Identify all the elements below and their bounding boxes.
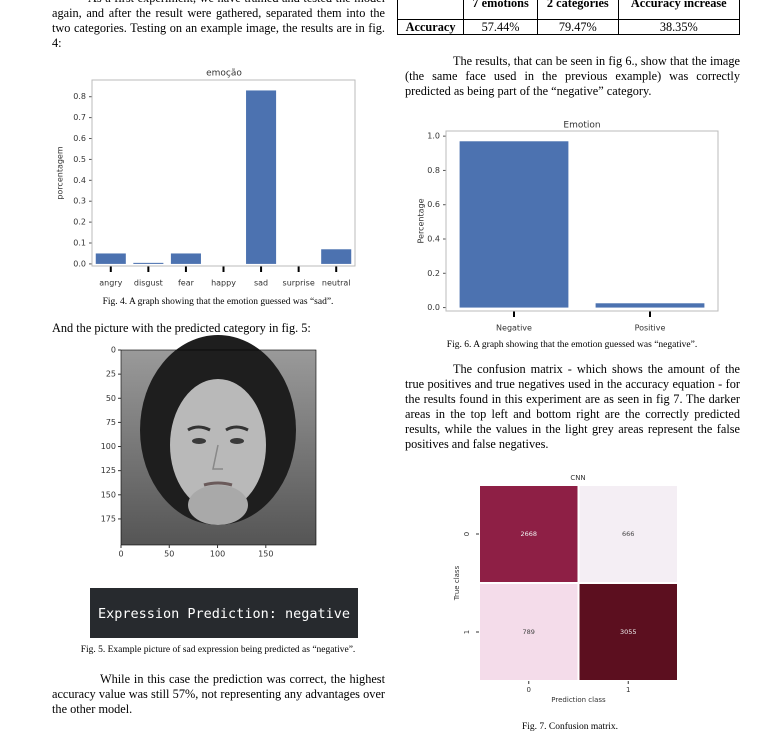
bar [133,262,164,264]
plot-frame [91,79,356,267]
x-tick-label: 0 [118,550,123,559]
x-tick-label: sad [254,279,268,288]
y-tick-label: 0 [111,346,116,355]
x-tick-label: 50 [164,550,174,559]
cell: 38.35% [617,19,741,35]
heatmap-cell [577,582,679,682]
x-axis-label: Prediction class [551,696,606,704]
y-tick-label: 0.1 [73,239,86,248]
y-tick-label: 0.4 [427,235,440,244]
y-tick-label: 1.0 [427,132,440,141]
x-tick-label: 150 [258,550,273,559]
bar [595,303,705,308]
y-tick-label: 100 [101,442,116,451]
paragraph: As a first experiment, we have trained a… [52,0,385,50]
y-tick-label: 25 [106,370,116,379]
y-axis-label: porcentagem [56,146,65,200]
row-label: Accuracy [396,19,465,35]
cell-label: 2668 [520,530,537,538]
x-tick-label: 0 [527,686,531,694]
paragraph: While in this case the prediction was co… [52,672,385,716]
bar [459,141,569,308]
x-tick-label: disgust [134,279,163,288]
heatmap-cell [577,484,679,584]
y-tick-label: 175 [101,514,116,523]
y-tick-label: 0.3 [73,197,86,206]
x-tick-label: fear [178,279,195,288]
paragraph: The confusion matrix - which shows the a… [405,362,740,451]
chart-title: CNN [570,474,585,482]
x-tick-label: 1 [626,686,630,694]
results-table: 7 emotions 2 categories Accuracy increase … [396,0,741,35]
y-tick-label: 1 [463,630,471,634]
face-image [120,335,317,546]
y-tick-label: 0.0 [427,303,440,312]
cell-label: 666 [622,530,634,538]
paragraph: And the picture with the predicted categ… [52,321,311,335]
y-tick-label: 0.2 [427,269,440,278]
y-tick-label: 75 [106,418,116,427]
bar [95,253,126,264]
y-tick-label: 0.6 [73,134,86,143]
y-tick-label: 0.5 [73,155,86,164]
y-tick-label: 125 [101,466,116,475]
corner [396,0,465,20]
y-tick-label: 0.0 [73,259,86,268]
y-tick-label: 150 [101,490,116,499]
y-tick-label: 0.2 [73,218,86,227]
x-tick-label: surprise [283,279,315,288]
y-tick-label: 0.4 [73,176,86,185]
y-tick-label: 0 [463,532,471,536]
column-header: 2 categories [537,0,619,20]
y-axis-label: True class [453,565,461,601]
x-tick-label: 100 [210,550,225,559]
bar [321,249,352,264]
y-tick-label: 0.7 [73,113,86,122]
caption: Fig. 4. A graph showing that the emotion… [102,297,334,307]
y-tick-label: 0.8 [427,166,440,175]
x-tick-label: Positive [635,324,666,333]
y-tick-label: 0.6 [427,200,440,209]
cell: 57.44% [463,19,539,35]
x-tick-label: happy [211,279,236,288]
chart-title: emoção [206,69,242,79]
y-tick-label: 50 [106,394,116,403]
y-axis-label: Percentage [417,198,426,243]
cell: 79.47% [537,19,619,35]
prediction-box [90,588,358,638]
column-header: Accuracy increase [617,0,741,20]
cell-label: 789 [523,628,535,636]
x-tick-label: angry [99,279,122,288]
x-tick-label: Negative [496,324,532,333]
plot-frame [445,130,719,312]
cell-label: 3055 [620,628,637,636]
caption: Fig. 5. Example picture of sad expressio… [80,645,356,655]
y-tick-label: 0.8 [73,92,86,101]
caption: Fig. 6. A graph showing that the emotion… [446,340,698,350]
caption: Fig. 7. Confusion matrix. [521,722,619,732]
bar [246,90,277,264]
bar [170,253,201,264]
x-tick-label: neutral [322,279,351,288]
prediction-text: Expression Prediction: negative [98,606,350,622]
paragraph: The results, that can be seen in fig 6.,… [405,54,740,98]
chart-title: Emotion [563,121,600,131]
column-header: 7 emotions [463,0,539,20]
